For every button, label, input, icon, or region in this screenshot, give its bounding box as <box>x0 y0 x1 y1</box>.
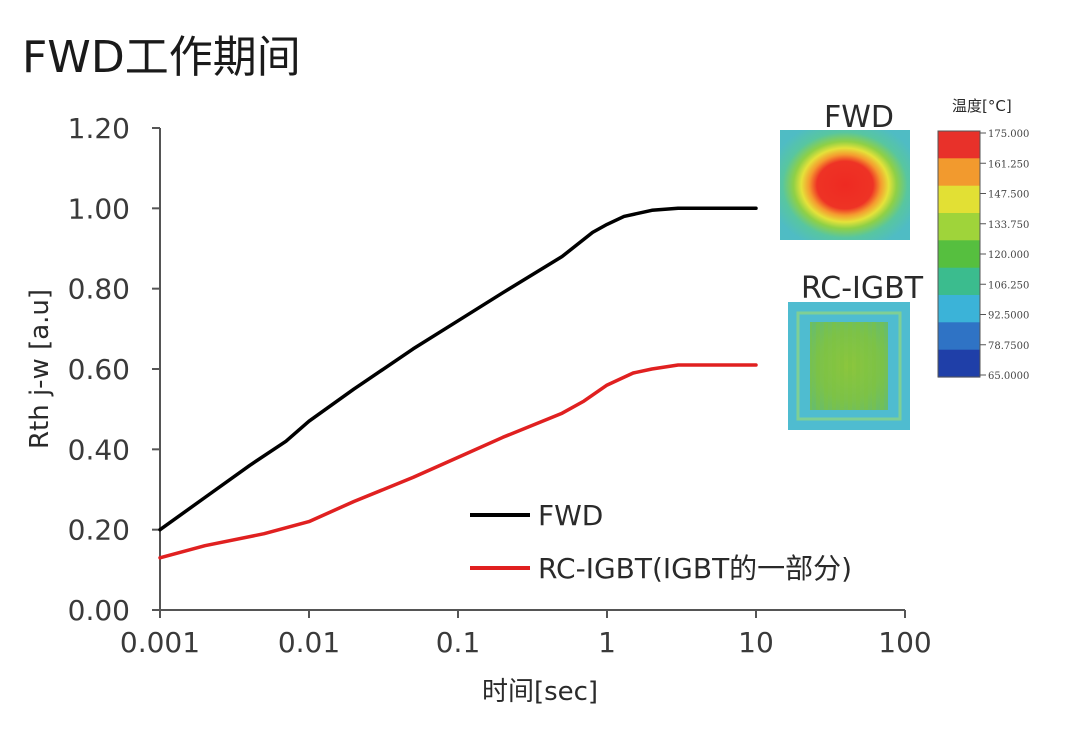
rc-igbt-heatmap-stripes <box>810 322 888 410</box>
rc-igbt-heatmap-border <box>796 311 902 421</box>
y-tick-label: 0.40 <box>68 433 130 466</box>
fwd-heatmap-image <box>780 130 910 240</box>
x-tick-label: 100 <box>878 626 931 659</box>
y-ticks: 0.00 0.20 0.40 0.60 0.80 1.00 1.20 <box>68 112 160 627</box>
x-tick-label: 0.1 <box>436 626 481 659</box>
colorbar-cell <box>938 267 980 296</box>
thumbnail-rc-igbt: RC-IGBT <box>788 271 924 430</box>
x-tick-label: 0.01 <box>278 626 340 659</box>
colorbar: 温度[°C] 175.000 161.250 147.500 133.750 120.0… <box>937 97 1029 382</box>
colorbar-cell <box>938 240 980 269</box>
x-tick-label: 10 <box>738 626 774 659</box>
y-tick-label: 0.60 <box>68 353 130 386</box>
series-layer <box>158 206 758 560</box>
series-line-fwd <box>158 206 758 532</box>
y-tick-label: 0.20 <box>68 514 130 547</box>
colorbar-tick-label: 147.500 <box>988 190 1029 201</box>
colorbar-tick-label: 92.5000 <box>988 311 1029 322</box>
chart-title: FWD工作期间 <box>22 32 301 83</box>
y-tick-label: 1.00 <box>68 192 130 225</box>
colorbar-ticks: 175.000 161.250 147.500 133.750 120.000 106.2… <box>980 129 1029 382</box>
legend: FWD RC-IGBT(IGBT的一部分) <box>470 499 852 585</box>
series-line-rc-igbt <box>158 363 758 560</box>
colorbar-cell <box>938 295 980 323</box>
colorbar-cell <box>938 158 980 187</box>
colorbar-tick-label: 78.7500 <box>988 341 1029 352</box>
colorbar-cell <box>938 185 980 214</box>
colorbar-cell <box>938 213 980 241</box>
x-tick-label: 1 <box>598 626 616 659</box>
colorbar-cells <box>937 130 981 378</box>
legend-label-rc-igbt: RC-IGBT(IGBT的一部分) <box>538 552 852 585</box>
colorbar-title: 温度[°C] <box>952 97 1012 115</box>
thumbnail-fwd-title: FWD <box>824 100 894 135</box>
x-tick-label: 0.001 <box>120 626 200 659</box>
y-tick-label: 0.00 <box>68 594 130 627</box>
y-axis-label: Rth j-w [a.u] <box>25 289 55 449</box>
y-tick-label: 0.80 <box>68 273 130 306</box>
colorbar-cell <box>938 349 980 378</box>
colorbar-tick-label: 133.750 <box>988 220 1029 231</box>
y-tick-label: 1.20 <box>68 112 130 145</box>
colorbar-tick-label: 106.250 <box>988 280 1029 291</box>
colorbar-tick-label: 175.000 <box>988 129 1029 140</box>
x-ticks: 0.001 0.01 0.1 1 10 100 <box>120 610 932 659</box>
thumbnail-rc-igbt-title: RC-IGBT <box>801 271 924 306</box>
thumbnail-fwd: FWD <box>780 100 910 240</box>
legend-label-fwd: FWD <box>538 499 603 532</box>
colorbar-tick-label: 65.0000 <box>988 371 1029 382</box>
colorbar-tick-label: 120.000 <box>988 250 1029 261</box>
colorbar-cell <box>938 322 980 351</box>
x-axis-label: 时间[sec] <box>482 677 598 707</box>
colorbar-tick-label: 161.250 <box>988 159 1029 170</box>
colorbar-cell <box>938 131 980 159</box>
